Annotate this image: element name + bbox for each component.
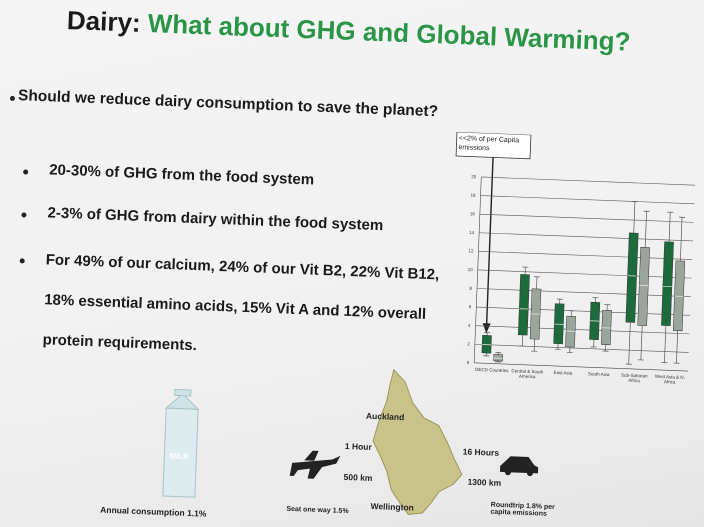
y-tick-label: 16 <box>470 211 476 216</box>
y-tick-label: 6 <box>469 304 472 309</box>
flight-distance: 500 km <box>343 471 373 484</box>
chart-svg: <<2% of per Capita emissions 0 2 4 6 8 10 12 14… <box>455 131 696 372</box>
question: Should we reduce dairy consumption to sa… <box>17 87 439 121</box>
car-wheel <box>526 470 533 477</box>
grid-line <box>477 269 692 279</box>
y-tick-label: 2 <box>467 341 470 346</box>
grid-line <box>479 213 694 223</box>
chart: <<2% of per Capita emissions 0 2 4 6 8 10 12 14… <box>435 131 704 404</box>
grid-line <box>481 176 696 186</box>
box <box>672 260 686 332</box>
drive-time: 16 Hours <box>462 446 500 458</box>
grid-line <box>479 232 693 242</box>
infographic <box>162 368 539 515</box>
box <box>553 303 565 345</box>
car-wheel <box>504 469 511 476</box>
plane-icon <box>289 450 341 479</box>
annotation-holder: <<2% of per Capita emissions <box>458 135 520 153</box>
y-tick-label: 4 <box>468 323 471 328</box>
box <box>517 274 530 336</box>
box <box>601 309 612 346</box>
grid-line <box>475 325 690 335</box>
box <box>637 247 650 326</box>
annotation: <<2% of per Capita emissions <box>458 135 520 153</box>
y-tick-label: 20 <box>471 174 477 179</box>
x-axis <box>474 362 688 372</box>
box <box>625 232 639 323</box>
grid-line <box>476 288 691 298</box>
bullet: 2-3% of GHG from dairy within the food s… <box>47 204 384 235</box>
flight-time: 1 Hour <box>344 440 372 452</box>
bullet-dot <box>21 212 27 218</box>
bullet: 20-30% of GHG from the food system <box>48 161 315 189</box>
y-tick-label: 12 <box>468 248 474 253</box>
milk-label: MILK <box>169 451 190 461</box>
box <box>493 354 504 362</box>
y-tick-label: 18 <box>470 193 476 198</box>
grid-line <box>474 343 689 353</box>
box <box>481 334 492 354</box>
y-tick-label: 0 <box>467 360 470 365</box>
nz-map <box>372 368 463 515</box>
arrow-head <box>482 323 491 334</box>
city-label: Wellington <box>370 500 415 513</box>
milk-carton-top <box>164 392 200 410</box>
y-tick-label: 8 <box>469 286 472 291</box>
grid-line <box>480 195 695 205</box>
title-main: What about GHG and Global Warming? <box>147 8 632 57</box>
title-prefix: Dairy: <box>66 4 142 38</box>
drive-distance: 1300 km <box>467 476 502 488</box>
bullet-dot <box>23 169 29 175</box>
title: Dairy: What about GHG and Global Warming… <box>66 5 631 58</box>
city-label: Auckland <box>365 410 405 423</box>
grid-line <box>478 251 693 260</box>
arrow-shaft <box>485 157 494 326</box>
car-icon <box>499 456 539 474</box>
y-tick-label: 14 <box>469 230 475 235</box>
bullet-dot <box>9 95 16 102</box>
box <box>661 241 674 326</box>
box <box>565 315 576 348</box>
y-tick-label: 10 <box>468 267 474 272</box>
milk-carton-cap <box>174 388 192 397</box>
grid-line <box>476 306 691 316</box>
